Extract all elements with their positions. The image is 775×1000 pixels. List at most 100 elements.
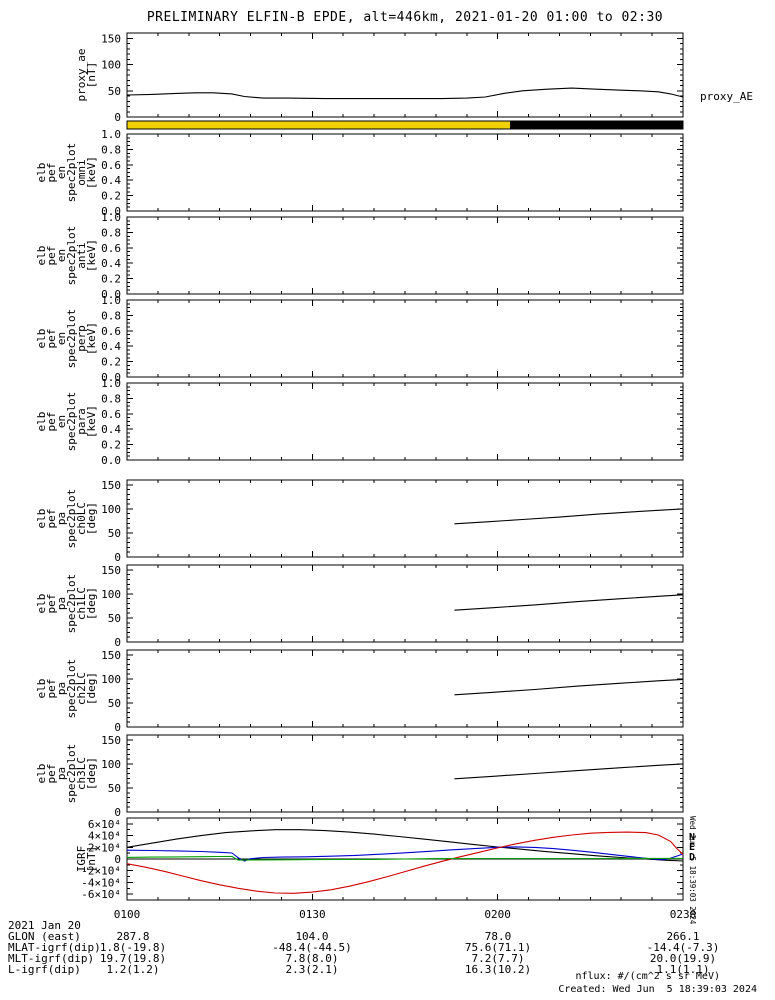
axis-row-value: 2.3(2.1) (285, 963, 339, 976)
y-tick-label: 150 (101, 649, 121, 662)
y-tick-label: 1.0 (101, 377, 121, 390)
y-tick-label: 50 (108, 782, 121, 795)
y-tick-label: 0.0 (101, 454, 121, 467)
y-tick-label: 100 (101, 673, 121, 686)
y-tick-label: 0.2 (101, 356, 121, 369)
orbit-bar-segment (510, 121, 683, 129)
y-tick-label: 0.2 (101, 439, 121, 452)
y-tick-label: 1.0 (101, 128, 121, 141)
y-tick-label: 0 (114, 853, 121, 866)
axis-row-value: 78.0 (484, 930, 512, 943)
axis-label: spec2plot (65, 309, 78, 369)
axis-label: [deg] (85, 757, 98, 790)
y-tick-label: 0.8 (101, 392, 121, 405)
axis-label: spec2plot (65, 392, 78, 452)
y-tick-label: 0.8 (101, 143, 121, 156)
axis-label: pa (55, 597, 68, 610)
start-date-label: 2021 Jan 20 (8, 919, 81, 932)
axis-label: elb (35, 679, 48, 699)
axis-label: spec2plot (65, 659, 78, 719)
axis-label: ch0LC (75, 502, 88, 535)
axis-label: spec2plot (65, 574, 78, 634)
y-tick-label: 2×10⁴ (88, 841, 121, 854)
x-tick-label: 0200 (484, 908, 511, 921)
axis-label: [keV] (85, 156, 98, 189)
y-tick-label: 150 (101, 479, 121, 492)
y-tick-label: 0.6 (101, 242, 121, 255)
y-tick-label: 0 (114, 111, 121, 124)
axis-label: [deg] (85, 587, 98, 620)
axis-label: elb (35, 329, 48, 349)
axis-row-value: 1.8(-19.8) (99, 941, 167, 954)
series-ch0LC (454, 508, 684, 525)
y-tick-label: 50 (108, 527, 121, 540)
axis-label: en (55, 415, 68, 428)
y-tick-label: -6×10⁴ (81, 888, 121, 901)
axis-label: elb (35, 163, 48, 183)
axis-label: proxy_ae (75, 49, 88, 102)
axis-row-value: 266.1 (666, 930, 700, 943)
axis-label: [nT] (85, 846, 98, 873)
axis-label: [deg] (85, 672, 98, 705)
y-tick-label: 0.2 (101, 190, 121, 203)
y-tick-label: 50 (108, 612, 121, 625)
axis-label: pef (45, 594, 58, 614)
y-tick-label: 0.0 (101, 371, 121, 384)
y-tick-label: 0 (114, 721, 121, 734)
y-tick-label: 150 (101, 734, 121, 747)
axis-row-value: 287.8 (116, 930, 150, 943)
y-tick-label: 100 (101, 59, 121, 72)
axis-label: spec2plot (65, 744, 78, 804)
axis-label: elb (35, 594, 48, 614)
orbit-bar-segment (127, 121, 511, 129)
axis-label: pef (45, 163, 58, 183)
y-tick-label: -2×10⁴ (81, 865, 121, 878)
axis-row-value: 19.7(19.8) (99, 952, 167, 965)
y-tick-label: 0 (114, 806, 121, 819)
series-blue (126, 846, 684, 862)
y-tick-label: 0.0 (101, 205, 121, 218)
axis-row-value: 20.0(19.9) (649, 952, 717, 965)
axis-label: en (55, 332, 68, 345)
axis-label: [deg] (85, 502, 98, 535)
y-tick-label: 0.8 (101, 226, 121, 239)
orbit-bar-outline (126, 120, 684, 130)
axis-label: spec2plot (65, 489, 78, 549)
axis-label: en (55, 249, 68, 262)
proxy_ae-frame (126, 32, 684, 118)
nflux-units-note: nflux: #/(cm^2 s sr MeV) (575, 971, 721, 982)
y-tick-label: 1.0 (101, 211, 121, 224)
y-tick-label: 0.6 (101, 408, 121, 421)
elb_pef_pa_spec2plot_ch2lc-frame (126, 649, 684, 728)
axis-label: [keV] (85, 322, 98, 355)
side-timestamp: Wed Jun 5 18:39:03 2024 (688, 816, 697, 925)
legend-E: E (689, 842, 695, 853)
axis-row-value: 104.0 (295, 930, 329, 943)
y-tick-label: 0 (114, 636, 121, 649)
axis-label: ch2LC (75, 672, 88, 705)
y-tick-label: 0.6 (101, 159, 121, 172)
series-green (126, 855, 683, 861)
y-tick-label: 0.6 (101, 325, 121, 338)
elb_pef_en_spec2plot_omni-frame (126, 133, 684, 212)
axis-label: pa (55, 512, 68, 525)
axis-row-value: -48.4(-44.5) (272, 941, 352, 954)
y-tick-label: 100 (101, 758, 121, 771)
y-tick-label: 0.8 (101, 309, 121, 322)
x-tick-label: 0230 (670, 908, 697, 921)
y-tick-label: 100 (101, 588, 121, 601)
axis-row-value: 7.8(8.0) (285, 952, 339, 965)
axis-row-value: -14.4(-7.3) (646, 941, 720, 954)
y-tick-label: 0.4 (101, 174, 121, 187)
axis-label: [nT] (85, 62, 98, 89)
axis-label: elb (35, 764, 48, 784)
y-tick-label: 0.2 (101, 273, 121, 286)
axis-label: elb (35, 509, 48, 529)
proxy-ae-right-label: proxy_AE (700, 90, 753, 103)
axis-label: para (75, 408, 88, 435)
series-ch3LC (454, 763, 684, 780)
axis-label: elb (35, 246, 48, 266)
series-ch1LC (454, 594, 684, 611)
